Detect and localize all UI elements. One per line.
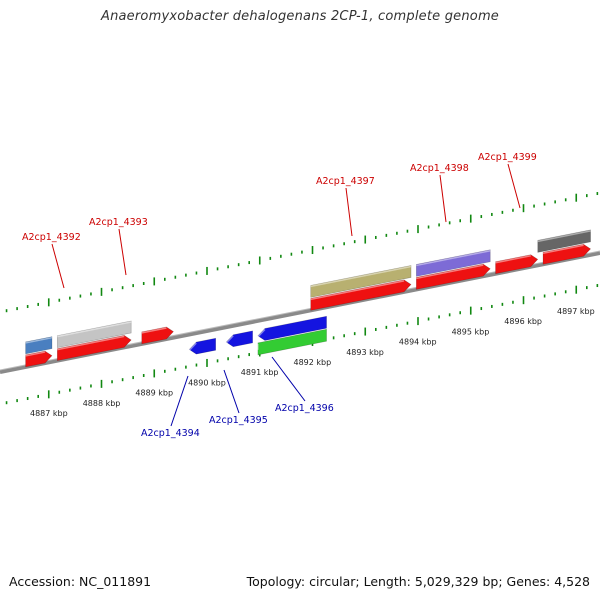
gene-arrow <box>310 279 412 311</box>
gene-labels: A2cp1_4392 A2cp1_4393 A2cp1_4397 A2cp1_4398… <box>22 152 537 439</box>
outer-tick-track <box>5 192 599 313</box>
gene-highlight <box>25 351 46 357</box>
gene-arrow <box>141 326 174 345</box>
scale-tick-label: 4897 kbp <box>557 307 595 316</box>
gene-label-forward: A2cp1_4399 <box>478 152 537 163</box>
gene-arrow <box>542 243 592 265</box>
gene-highlight <box>310 265 412 288</box>
scale-tick-label: 4890 kbp <box>188 378 226 387</box>
gene-arrow <box>257 328 327 356</box>
scale-tick-label: 4896 kbp <box>504 317 542 326</box>
label-leader-line <box>345 187 353 237</box>
gene-highlight <box>416 250 491 267</box>
gene-highlight <box>257 328 266 338</box>
gene-arrow <box>56 335 132 362</box>
gene-label-forward: A2cp1_4393 <box>89 217 148 228</box>
gene-highlight <box>141 327 167 334</box>
gene-label-reverse: A2cp1_4394 <box>141 428 200 439</box>
label-leader-line <box>439 174 447 223</box>
gene-highlight <box>188 342 197 351</box>
scale-tick-label: 4887 kbp <box>30 409 68 418</box>
gene-label-forward: A2cp1_4397 <box>316 176 375 187</box>
gene-highlight <box>416 264 484 280</box>
gene-highlight <box>542 244 584 255</box>
gene-highlight <box>57 335 125 351</box>
gene-arrow <box>225 330 253 348</box>
label-leader-line <box>507 163 521 209</box>
scale-tick-label: 4888 kbp <box>83 399 121 408</box>
scale-labels: 4887 kbp 4888 kbp 4889 kbp 4890 kbp 4891 kbp… <box>30 307 595 418</box>
scale-tick-label: 4893 kbp <box>346 348 384 357</box>
gene-arrow <box>416 263 491 290</box>
gene-arrow <box>537 229 591 253</box>
gene-arrow <box>25 350 53 368</box>
gene-highlight <box>310 280 405 301</box>
label-leader-line <box>118 228 127 276</box>
gene-highlight <box>225 335 234 344</box>
scale-tick-label: 4892 kbp <box>294 358 332 367</box>
gene-label-reverse: A2cp1_4395 <box>209 415 268 426</box>
label-leader-line <box>223 369 240 414</box>
gene-arrow <box>25 336 53 355</box>
accession-text: Accession: NC_011891 <box>9 574 152 589</box>
gene-arrow <box>188 337 216 355</box>
scale-tick-label: 4891 kbp <box>241 368 279 377</box>
page-title: Anaeromyxobacter dehalogenans 2CP-1, com… <box>100 9 500 24</box>
gene-arrow <box>257 315 327 341</box>
topology-text: Topology: circular; Length: 5,029,329 bp… <box>246 574 590 589</box>
label-leader-line <box>170 375 189 427</box>
gene-highlight <box>57 321 132 338</box>
scale-tick-label: 4894 kbp <box>399 338 437 347</box>
gene-highlight <box>25 336 53 344</box>
label-leader-line <box>271 356 306 402</box>
gene-features <box>25 229 592 368</box>
gene-label-forward: A2cp1_4392 <box>22 232 81 243</box>
gene-highlight <box>537 230 591 243</box>
gene-arrow <box>416 249 491 277</box>
scale-tick-label: 4889 kbp <box>135 389 173 398</box>
gene-highlight <box>495 254 531 264</box>
gene-arrow <box>310 265 412 298</box>
gene-label-forward: A2cp1_4398 <box>410 163 469 174</box>
label-leader-line <box>51 243 65 289</box>
gene-label-reverse: A2cp1_4396 <box>275 403 334 414</box>
gene-arrow <box>56 320 132 349</box>
scale-tick-label: 4895 kbp <box>452 327 490 336</box>
gene-arrow <box>495 254 539 275</box>
